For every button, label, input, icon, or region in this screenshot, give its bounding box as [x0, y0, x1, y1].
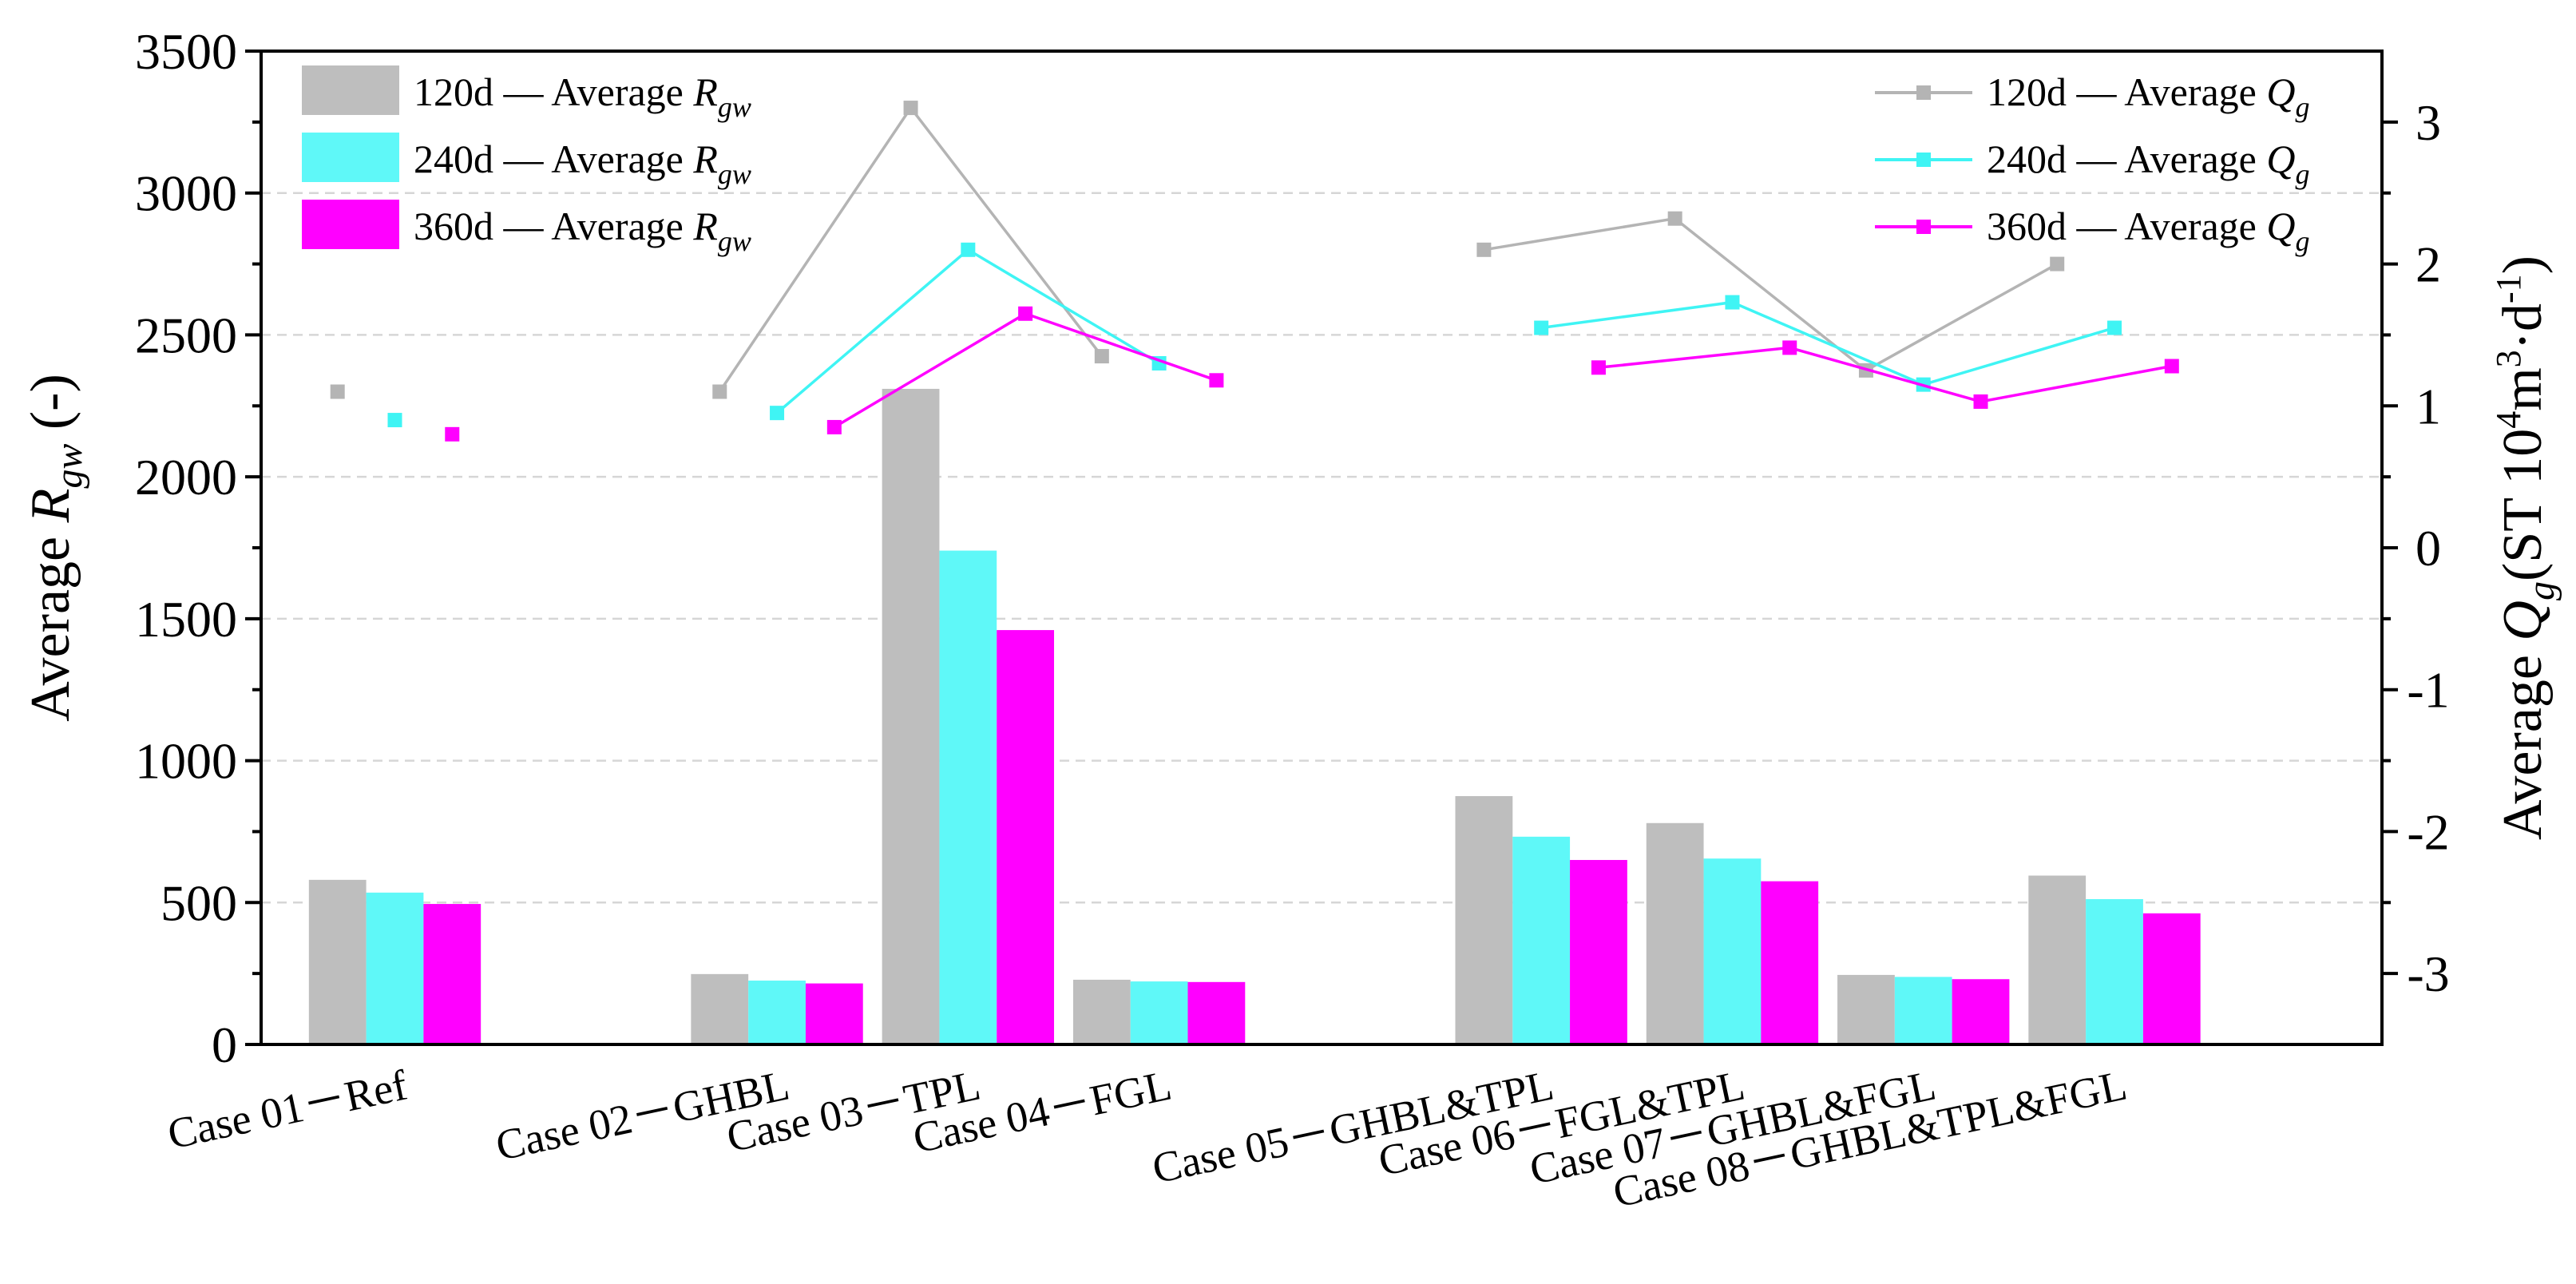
line-120d-segment-2	[1484, 216, 2059, 372]
legend-marker-360d	[1916, 220, 1931, 234]
bar-240d-6	[1703, 858, 1762, 1044]
line-120d-segment-1	[718, 105, 1104, 393]
left-axis-ticks: 0 500 1000 1500 2000 2500 3000 3500	[135, 23, 261, 1073]
marker-360d-6	[1782, 340, 1797, 355]
marker-120d-4	[1094, 349, 1109, 364]
left-tick-label: 2500	[135, 307, 237, 363]
bar-120d-7	[1837, 974, 1895, 1044]
marker-120d-3	[903, 101, 918, 116]
bar-120d-4	[1072, 979, 1131, 1044]
bar-legend: 120d — Average Rgw 240d — Average Rgw 36…	[302, 65, 751, 257]
bar-120d-6	[1646, 822, 1704, 1044]
bar-360d-7	[1952, 979, 2010, 1044]
legend-swatch-bar-360d	[302, 200, 399, 249]
line-series-group	[330, 101, 2179, 442]
bar-360d-2	[805, 983, 863, 1044]
bar-360d-5	[1570, 859, 1627, 1044]
bar-240d-4	[1130, 981, 1188, 1044]
bar-240d-5	[1512, 836, 1571, 1044]
bar-120d-5	[1455, 796, 1513, 1044]
bar-120d-1	[308, 879, 367, 1044]
marker-360d-7	[1973, 394, 1988, 409]
bar-240d-3	[939, 550, 997, 1044]
marker-240d-3	[961, 242, 976, 257]
legend-swatch-bar-120d	[302, 65, 399, 115]
bar-240d-1	[366, 892, 424, 1044]
left-tick-label: 0	[212, 1016, 237, 1073]
bar-360d-6	[1761, 881, 1819, 1044]
marker-360d-3	[1018, 306, 1033, 321]
marker-240d-2	[770, 406, 785, 421]
left-tick-label: 1000	[135, 733, 237, 790]
marker-120d-8	[2050, 256, 2065, 271]
legend-label-bar-120d: 120d — Average Rgw	[414, 69, 751, 123]
bar-360d-1	[423, 904, 482, 1044]
legend-label-line-360d: 360d — Average Qg	[1987, 204, 2309, 257]
marker-240d-6	[1725, 295, 1740, 310]
legend-label-line-240d: 240d — Average Qg	[1987, 137, 2309, 190]
right-axis-ticks: -3 -2 -1 0 1 2 3	[2382, 94, 2450, 1002]
right-tick-label: 1	[2415, 378, 2441, 434]
left-tick-label: 2000	[135, 449, 237, 505]
bar-360d-3	[997, 630, 1055, 1044]
marker-120d-5	[1476, 242, 1492, 257]
line-240d-segment-1	[775, 248, 1160, 414]
legend-marker-240d	[1916, 153, 1931, 167]
bar-120d-2	[691, 973, 749, 1044]
legend-marker-120d	[1916, 85, 1931, 100]
left-tick-label: 3000	[135, 165, 237, 222]
line-360d-segment-2	[1598, 346, 2173, 403]
bar-series-group	[308, 388, 2201, 1045]
bar-360d-8	[2142, 913, 2201, 1044]
line-legend: 120d — Average Qg 240d — Average Qg 360d…	[1875, 69, 2309, 257]
left-axis-title: Average Rgw (-)	[20, 374, 90, 722]
right-tick-label: 3	[2415, 94, 2441, 151]
line-240d-segment-2	[1540, 300, 2115, 386]
left-tick-label: 500	[161, 874, 237, 931]
marker-120d-1	[330, 384, 345, 399]
grid-lines	[261, 192, 2382, 904]
right-tick-label: 2	[2415, 236, 2441, 293]
bar-240d-8	[2086, 899, 2143, 1044]
category-label: Case 01－Ref	[164, 1061, 411, 1159]
marker-360d-1	[445, 426, 460, 442]
bar-120d-8	[2028, 875, 2087, 1044]
left-tick-label: 1500	[135, 591, 237, 648]
marker-120d-6	[1667, 211, 1682, 226]
right-tick-label: -3	[2407, 945, 2449, 1002]
bar-360d-4	[1187, 981, 1246, 1044]
right-axis-title: Average Qg(ST 104m3·d-1)	[2489, 256, 2562, 840]
marker-360d-5	[1591, 360, 1606, 375]
bar-120d-3	[882, 388, 940, 1045]
marker-360d-2	[826, 419, 842, 434]
bar-240d-7	[1894, 977, 1952, 1044]
right-tick-label: -2	[2407, 803, 2449, 860]
left-tick-label: 3500	[135, 23, 237, 80]
right-tick-label: 0	[2415, 520, 2441, 577]
bar-240d-2	[748, 981, 806, 1044]
legend-label-bar-240d: 240d — Average Rgw	[414, 137, 751, 190]
marker-360d-8	[2164, 359, 2179, 374]
marker-240d-5	[1534, 320, 1549, 335]
right-tick-label: -1	[2407, 662, 2449, 719]
marker-240d-1	[387, 413, 402, 428]
legend-swatch-bar-240d	[302, 133, 399, 182]
legend-label-line-120d: 120d — Average Qg	[1987, 69, 2309, 123]
marker-120d-2	[712, 384, 727, 399]
marker-240d-8	[2107, 320, 2122, 335]
legend-label-bar-360d: 360d — Average Rgw	[414, 204, 751, 257]
marker-360d-4	[1209, 373, 1224, 388]
